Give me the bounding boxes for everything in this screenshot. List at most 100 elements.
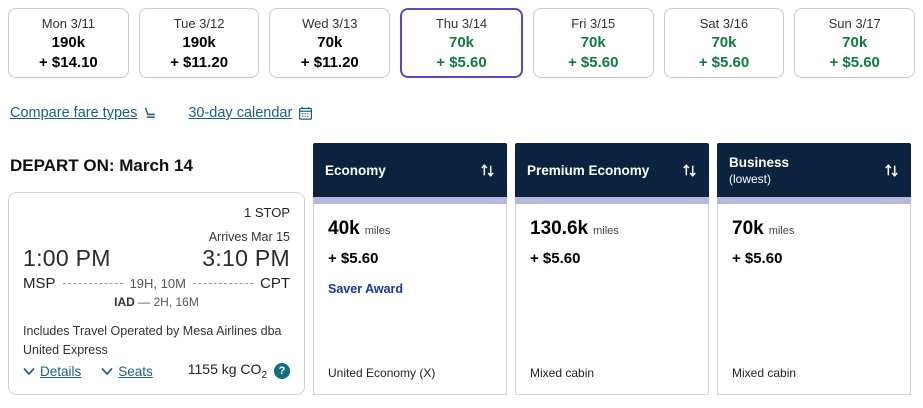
seats-label: Seats bbox=[118, 363, 153, 379]
date-tab[interactable]: Sat 3/16 70k + $5.60 bbox=[663, 8, 785, 78]
date-tab[interactable]: Wed 3/13 70k + $11.20 bbox=[269, 8, 391, 78]
co2-text: 1155 kg CO2 bbox=[187, 361, 267, 381]
tab-day-label: Sat 3/16 bbox=[699, 15, 749, 31]
operated-by-note: Includes Travel Operated by Mesa Airline… bbox=[23, 324, 282, 357]
taxes-price: + $5.60 bbox=[328, 250, 379, 267]
taxes-price: + $5.60 bbox=[732, 250, 783, 267]
fare-cell-economy[interactable]: 40k miles + $5.60 Saver Award United Eco… bbox=[313, 204, 507, 395]
tab-day-label: Wed 3/13 bbox=[302, 15, 358, 31]
route-line bbox=[62, 283, 123, 284]
stops-badge: 1 STOP bbox=[243, 205, 290, 220]
depart-pane: DEPART ON: March 14 1 STOP Arrives Mar 1… bbox=[8, 143, 305, 395]
depart-time: 1:00 PM bbox=[23, 245, 111, 271]
fare-column-premium-economy: Premium Economy 130.6k miles + $5.60 Mix… bbox=[515, 143, 709, 395]
tab-day-label: Thu 3/14 bbox=[435, 15, 488, 31]
fare-accent-strip bbox=[313, 197, 507, 204]
chevron-down-icon bbox=[101, 367, 113, 375]
depart-heading: DEPART ON: March 14 bbox=[10, 156, 193, 175]
tab-price: + $5.60 bbox=[436, 53, 487, 71]
miles-line: 40k miles bbox=[328, 218, 492, 240]
route-row: MSP 19H, 10M CPT bbox=[23, 275, 290, 292]
fare-header-text: Business (lowest) bbox=[729, 155, 789, 186]
thirty-day-calendar-link[interactable]: 30-day calendar bbox=[188, 105, 313, 121]
tab-miles: 70k bbox=[317, 33, 343, 51]
tab-price: + $11.20 bbox=[170, 53, 229, 71]
fare-cell-premium-economy[interactable]: 130.6k miles + $5.60 Mixed cabin bbox=[515, 204, 709, 395]
seat-icon bbox=[145, 106, 156, 118]
miles-unit: miles bbox=[364, 225, 391, 237]
results-row: DEPART ON: March 14 1 STOP Arrives Mar 1… bbox=[8, 143, 915, 395]
compare-fare-types-link[interactable]: Compare fare types bbox=[10, 105, 158, 121]
tab-miles: 70k bbox=[711, 33, 737, 51]
fare-column-economy: Economy 40k miles + $5.60 Saver Award Un… bbox=[313, 143, 507, 395]
miles-line: 130.6k miles bbox=[530, 218, 694, 240]
tab-price: + $11.20 bbox=[300, 53, 359, 71]
tab-day-label: Tue 3/12 bbox=[173, 15, 225, 31]
destination-code: CPT bbox=[260, 275, 291, 292]
co2-label: 1155 kg CO2 ? bbox=[188, 361, 290, 381]
tab-miles: 70k bbox=[580, 33, 606, 51]
duration-label: 19H, 10M bbox=[129, 276, 186, 291]
compare-fare-types-label: Compare fare types bbox=[10, 105, 138, 121]
fare-header-text: Premium Economy bbox=[527, 163, 649, 178]
tab-price: + $14.10 bbox=[38, 53, 98, 71]
miles-unit: miles bbox=[593, 225, 619, 237]
help-icon[interactable]: ? bbox=[274, 363, 290, 380]
flight-card: 1 STOP Arrives Mar 15 1:00 PM 3:10 PM MS… bbox=[8, 192, 305, 395]
tab-price: + $5.60 bbox=[698, 53, 750, 71]
origin-code: MSP bbox=[23, 275, 56, 292]
calendar-icon bbox=[299, 106, 313, 120]
route-line bbox=[192, 283, 254, 284]
cabin-label: Mixed cabin bbox=[530, 366, 595, 380]
cabin-label: United Economy (X) bbox=[328, 366, 436, 380]
fare-accent-strip bbox=[515, 197, 709, 204]
date-tab[interactable]: Sun 3/17 70k + $5.60 bbox=[794, 8, 916, 78]
fare-column-header: Economy bbox=[313, 143, 507, 197]
fare-tools-row: Compare fare types 30-day calendar bbox=[10, 103, 915, 123]
seats-link[interactable]: Seats bbox=[101, 364, 153, 379]
tab-miles: 70k bbox=[842, 33, 868, 51]
fare-cell-business[interactable]: 70k miles + $5.60 Mixed cabin bbox=[717, 204, 911, 395]
tab-miles: 190k bbox=[51, 33, 86, 51]
miles-value: 40k bbox=[328, 218, 360, 239]
fare-column-title: Economy bbox=[325, 163, 386, 178]
tab-day-label: Mon 3/11 bbox=[41, 15, 95, 31]
sort-icon[interactable] bbox=[479, 162, 496, 179]
layover-duration: — 2H, 16M bbox=[138, 295, 199, 309]
miles-value: 70k bbox=[732, 218, 764, 239]
tab-day-label: Sun 3/17 bbox=[828, 15, 881, 31]
sort-icon[interactable] bbox=[681, 162, 698, 179]
fare-header-text: Economy bbox=[325, 163, 386, 178]
fare-column-header: Business (lowest) bbox=[717, 143, 911, 197]
miles-unit: miles bbox=[768, 225, 795, 237]
taxes-price: + $5.60 bbox=[530, 250, 581, 267]
miles-line: 70k miles bbox=[732, 218, 896, 240]
arrive-time: 3:10 PM bbox=[202, 245, 290, 271]
chevron-down-icon bbox=[23, 367, 35, 375]
miles-value: 130.6k bbox=[530, 218, 589, 239]
cabin-label: Mixed cabin bbox=[732, 366, 797, 380]
date-strip: Mon 3/11 190k + $14.10 Tue 3/12 190k + $… bbox=[8, 8, 916, 78]
tab-price: + $5.60 bbox=[568, 53, 619, 71]
tab-price: + $5.60 bbox=[829, 53, 880, 71]
date-tab[interactable]: Fri 3/15 70k + $5.60 bbox=[532, 8, 654, 78]
date-tab[interactable]: Mon 3/11 190k + $14.10 bbox=[8, 8, 129, 78]
fare-column-business: Business (lowest) 70k miles + $5.60 Mixe… bbox=[717, 143, 911, 395]
details-link[interactable]: Details bbox=[23, 364, 81, 379]
date-tab[interactable]: Tue 3/12 190k + $11.20 bbox=[138, 8, 260, 78]
fare-column-subtitle: (lowest) bbox=[729, 172, 772, 186]
times-row: 1:00 PM 3:10 PM bbox=[23, 245, 290, 272]
sort-icon[interactable] bbox=[883, 162, 900, 179]
layover-info: IAD — 2H, 16M bbox=[23, 295, 290, 309]
tab-day-label: Fri 3/15 bbox=[571, 15, 616, 31]
arrival-date: Arrives Mar 15 bbox=[208, 230, 290, 244]
fare-column-title: Premium Economy bbox=[527, 163, 650, 178]
layover-airport: IAD bbox=[114, 295, 135, 309]
fare-column-title: Business bbox=[729, 155, 790, 170]
tab-miles: 70k bbox=[449, 33, 475, 51]
fare-accent-strip bbox=[717, 197, 911, 204]
fare-column-header: Premium Economy bbox=[515, 143, 709, 197]
saver-award-label: Saver Award bbox=[328, 282, 404, 296]
date-tab-selected[interactable]: Thu 3/14 70k + $5.60 bbox=[400, 8, 523, 78]
thirty-day-calendar-label: 30-day calendar bbox=[188, 105, 293, 121]
